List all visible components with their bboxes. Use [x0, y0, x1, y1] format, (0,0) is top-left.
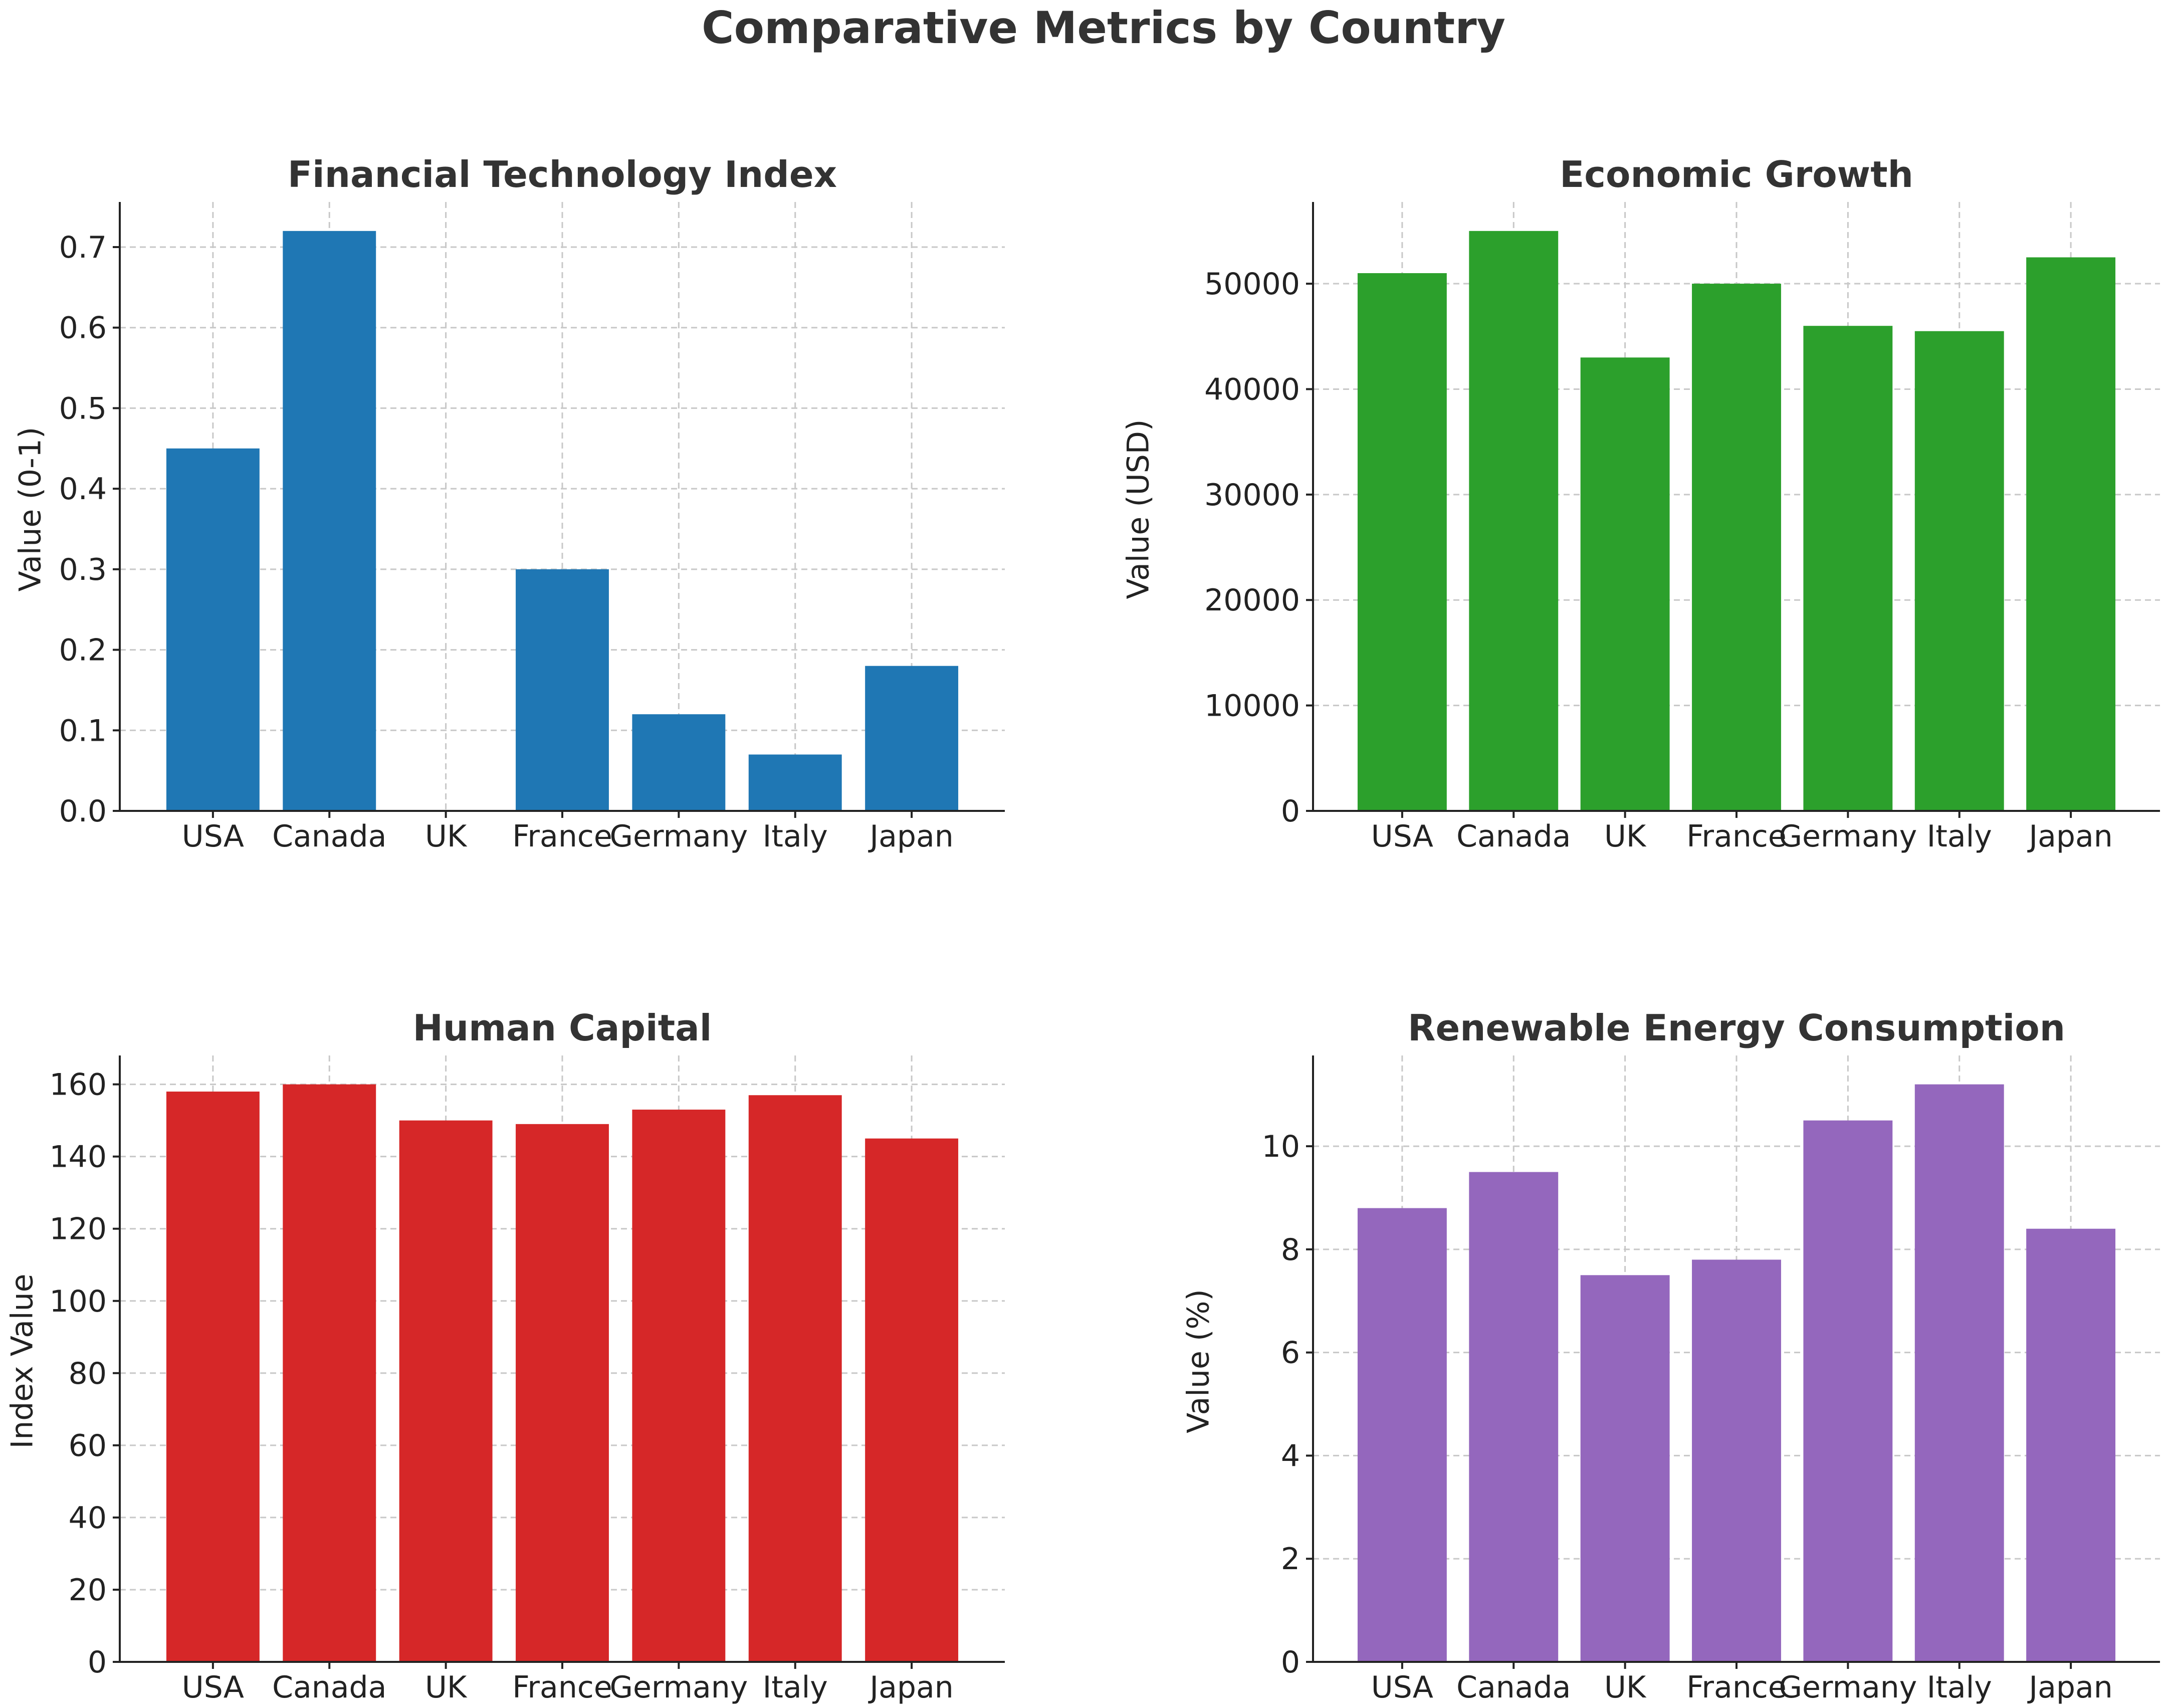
bar-france	[516, 569, 609, 811]
bar-japan	[2026, 257, 2116, 811]
x-tick-label: UK	[425, 819, 468, 854]
y-tick-label: 10	[1262, 1129, 1300, 1164]
figure-suptitle: Comparative Metrics by Country	[702, 2, 1505, 54]
bar-canada	[283, 1084, 376, 1662]
x-tick-label: USA	[1371, 1670, 1433, 1705]
y-axis-label: Value (0-1)	[13, 427, 48, 592]
x-tick-label: Canada	[272, 819, 386, 854]
y-axis-label: Value (USD)	[1121, 419, 1156, 599]
y-tick-label: 80	[69, 1356, 107, 1391]
x-tick-label: Italy	[763, 1670, 828, 1705]
bar-canada	[283, 231, 376, 811]
bar-italy	[748, 1095, 842, 1662]
y-tick-label: 30000	[1204, 478, 1300, 513]
bar-uk	[1580, 357, 1670, 811]
y-tick-label: 10000	[1204, 689, 1300, 724]
bar-germany	[1803, 1120, 1893, 1662]
bar-france	[1692, 284, 1781, 811]
bar-canada	[1469, 1172, 1559, 1662]
bar-usa	[166, 1092, 260, 1662]
y-tick-label: 50000	[1204, 267, 1300, 302]
bar-usa	[166, 448, 260, 811]
bar-france	[516, 1124, 609, 1662]
bar-italy	[1914, 331, 2004, 811]
y-tick-label: 0.1	[59, 713, 107, 748]
chart-title: Economic Growth	[1560, 153, 1913, 195]
bar-germany	[1803, 326, 1893, 811]
x-tick-label: Germany	[609, 819, 748, 854]
x-tick-label: France	[512, 1670, 612, 1705]
y-tick-label: 0.6	[59, 311, 107, 346]
y-tick-label: 2	[1281, 1542, 1300, 1577]
bar-italy	[748, 754, 842, 811]
y-tick-label: 0.5	[59, 391, 107, 426]
y-axis-label: Index Value	[5, 1273, 40, 1448]
bar-japan	[2026, 1228, 2116, 1662]
chart-panel-3: 0 20 40 60 80 100 120 140 160 USA Canada UK FranceGe…	[5, 1007, 1005, 1705]
y-tick-label: 40000	[1204, 372, 1300, 407]
x-tick-label: Italy	[1927, 1670, 1992, 1705]
y-tick-label: 0	[1281, 1645, 1300, 1680]
y-tick-label: 0	[1281, 794, 1300, 829]
y-tick-label: 0	[88, 1645, 107, 1680]
x-tick-label: Japan	[2027, 1670, 2112, 1705]
x-tick-label: France	[512, 819, 612, 854]
y-tick-label: 20	[69, 1573, 107, 1608]
chart-title: Human Capital	[413, 1007, 712, 1049]
bar-france	[1692, 1259, 1781, 1662]
chart-panel-2: 0 10000 20000 30000 40000 50000 USA Canada UK Fra…	[1121, 153, 2160, 854]
x-tick-label: Germany	[1779, 819, 1917, 854]
x-tick-label: France	[1686, 819, 1787, 854]
bar-uk	[399, 1120, 493, 1662]
y-tick-label: 60	[69, 1428, 107, 1463]
x-tick-label: Italy	[1927, 819, 1992, 854]
bar-germany	[632, 1110, 726, 1662]
x-tick-label: Italy	[763, 819, 828, 854]
y-tick-label: 100	[49, 1284, 107, 1319]
x-tick-label: Canada	[1456, 819, 1571, 854]
y-tick-label: 160	[49, 1068, 107, 1103]
y-tick-label: 6	[1281, 1336, 1300, 1371]
bar-usa	[1357, 273, 1447, 811]
x-tick-label: UK	[1604, 819, 1647, 854]
chart-panel-1: 0.0 0.1 0.2 0.3 0.4 0.5 0.6 0.7 USA Canada UK Franc…	[13, 153, 1005, 854]
y-tick-label: 20000	[1204, 583, 1300, 618]
bar-italy	[1914, 1084, 2004, 1662]
y-tick-label: 0.0	[59, 794, 107, 829]
x-tick-label: USA	[182, 819, 244, 854]
x-tick-label: Canada	[1456, 1670, 1571, 1705]
x-tick-label: France	[1686, 1670, 1787, 1705]
y-tick-label: 4	[1281, 1438, 1300, 1473]
y-tick-label: 0.2	[59, 633, 107, 668]
x-tick-label: UK	[425, 1670, 468, 1705]
y-tick-label: 120	[49, 1212, 107, 1247]
x-tick-label: Japan	[867, 819, 953, 854]
bar-japan	[865, 1138, 959, 1662]
x-tick-label: UK	[1604, 1670, 1647, 1705]
x-tick-label: Canada	[272, 1670, 386, 1705]
y-tick-label: 8	[1281, 1232, 1300, 1267]
y-tick-label: 140	[49, 1140, 107, 1175]
bar-usa	[1357, 1208, 1447, 1662]
x-tick-label: USA	[1371, 819, 1433, 854]
bar-uk	[1580, 1275, 1670, 1662]
chart-title: Renewable Energy Consumption	[1408, 1007, 2065, 1049]
bar-germany	[632, 714, 726, 811]
x-tick-label: Japan	[867, 1670, 953, 1705]
chart-title: Financial Technology Index	[288, 153, 837, 195]
x-tick-label: Germany	[1779, 1670, 1917, 1705]
y-tick-label: 0.7	[59, 230, 107, 265]
y-tick-label: 0.4	[59, 472, 107, 507]
x-tick-label: USA	[182, 1670, 244, 1705]
y-tick-label: 40	[69, 1501, 107, 1536]
chart-panels: 0.0 0.1 0.2 0.3 0.4 0.5 0.6 0.7 USA Canada UK Franc…	[5, 153, 2160, 1705]
x-tick-label: Japan	[2027, 819, 2112, 854]
bar-canada	[1469, 231, 1559, 811]
y-axis-label: Value (%)	[1181, 1289, 1216, 1433]
bar-japan	[865, 666, 959, 811]
y-tick-label: 0.3	[59, 552, 107, 587]
x-tick-label: Germany	[609, 1670, 748, 1705]
